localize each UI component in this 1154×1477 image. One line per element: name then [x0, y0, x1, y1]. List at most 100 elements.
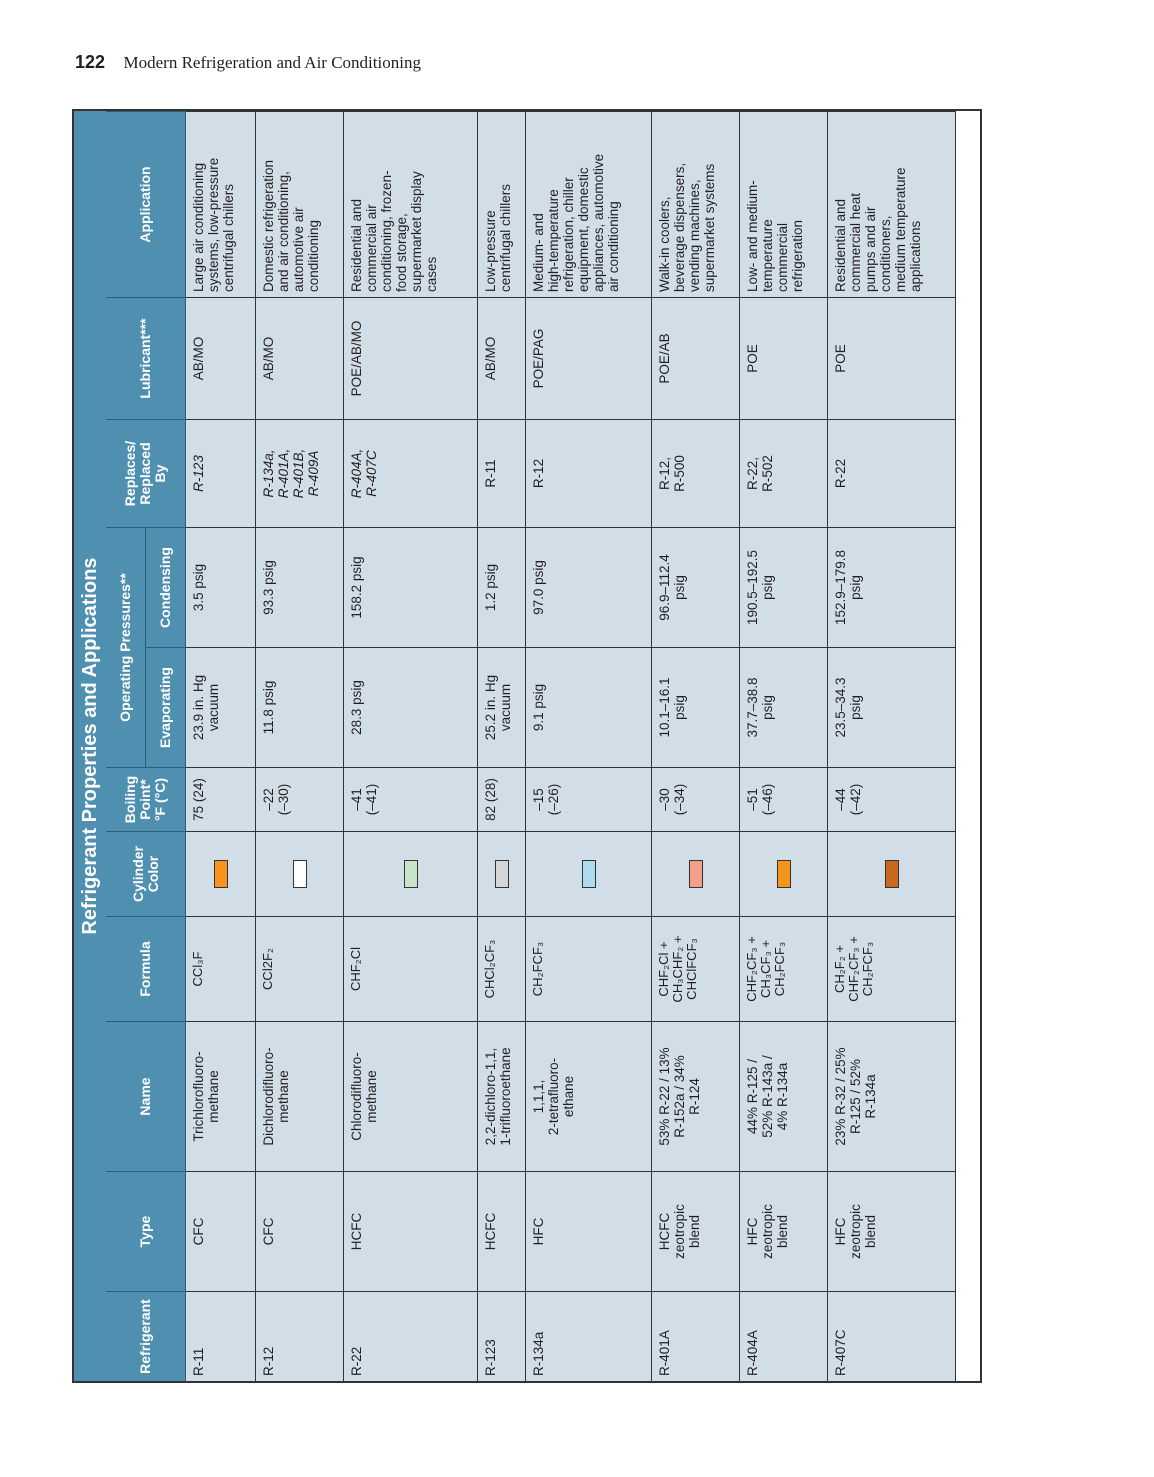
- cell-name: Trichlorofluoro- methane: [186, 1021, 255, 1171]
- cell-lubricant: AB/MO: [256, 297, 343, 419]
- cell-formula: CH₂FCF₃: [526, 916, 651, 1021]
- cell-type: HFC: [526, 1171, 651, 1291]
- cell-application: Low- and medium- temperature commercial …: [740, 111, 827, 297]
- cell-name: Chlorodifluoro- methane: [344, 1021, 477, 1171]
- cell-replaces: R-12: [526, 419, 651, 527]
- cell-type: CFC: [186, 1171, 255, 1291]
- cell-replaces: R-134a, R-401A, R-401B, R-409A: [256, 419, 343, 527]
- cell-application: Large air conditioning systems, low-pres…: [186, 111, 255, 297]
- col-header-lubricant: Lubricant***: [106, 297, 186, 419]
- cell-type: HCFC: [478, 1171, 525, 1291]
- cell-formula: CHCl₂CF₃: [478, 916, 525, 1021]
- cell-formula: CHF₂Cl: [344, 916, 477, 1021]
- col-header-evaporating: Evaporating: [146, 647, 186, 767]
- cell-condensing: 97.0 psig: [526, 527, 651, 647]
- cell-cylinder-color: [344, 831, 477, 916]
- cell-name: 53% R-22 / 13% R-152a / 34% R-124: [652, 1021, 739, 1171]
- cell-name: 44% R-125 / 52% R-143a / 4% R-134a: [740, 1021, 827, 1171]
- cell-replaces: R-123: [186, 419, 255, 527]
- cylinder-color-swatch: [581, 860, 596, 888]
- cell-evaporating: 9.1 psig: [526, 647, 651, 767]
- cell-lubricant: AB/MO: [478, 297, 525, 419]
- book-title: Modern Refrigeration and Air Conditionin…: [123, 53, 421, 72]
- col-header-condensing: Condensing: [146, 527, 186, 647]
- cell-name: 23% R-32 / 25% R-125 / 52% R-134a: [828, 1021, 955, 1171]
- cell-condensing: 93.3 psig: [256, 527, 343, 647]
- cell-application: Domestic refrigeration and air condition…: [256, 111, 343, 297]
- cell-cylinder-color: [652, 831, 739, 916]
- cell-refrigerant: R-407C: [828, 1291, 955, 1381]
- cell-application: Low-pressure centrifugal chillers: [478, 111, 525, 297]
- cell-condensing: 152.9–179.8 psig: [828, 527, 955, 647]
- cell-refrigerant: R-11: [186, 1291, 255, 1381]
- cell-replaces: R-404A, R-407C: [344, 419, 477, 527]
- col-header-boiling-point: Boiling Point* °F (°C): [106, 767, 186, 831]
- table-row: R-123 HCFC 2,2-dichloro-1,1, 1-trifluoroet…: [478, 111, 526, 1381]
- cell-refrigerant: R-123: [478, 1291, 525, 1381]
- table-row: R-404A HFC zeotropic blend 44% R-125 / 52%…: [740, 111, 828, 1381]
- cylinder-color-swatch: [213, 860, 228, 888]
- cell-cylinder-color: [186, 831, 255, 916]
- cell-boiling-point: 75 (24): [186, 767, 255, 831]
- cell-refrigerant: R-401A: [652, 1291, 739, 1381]
- cylinder-color-swatch: [292, 860, 307, 888]
- cell-application: Medium- and high-temperature refrigerati…: [526, 111, 651, 297]
- cell-evaporating: 23.5–34.3 psig: [828, 647, 955, 767]
- table-row: R-134a HFC 1,1,1, 2-tetrafluoro- ethane CH₂…: [526, 111, 652, 1381]
- cell-condensing: 190.5–192.5 psig: [740, 527, 827, 647]
- cell-lubricant: POE: [740, 297, 827, 419]
- cell-evaporating: 10.1–16.1 psig: [652, 647, 739, 767]
- cell-lubricant: POE/PAG: [526, 297, 651, 419]
- cell-boiling-point: –51 (–46): [740, 767, 827, 831]
- cell-replaces: R-22: [828, 419, 955, 527]
- cell-boiling-point: –41 (–41): [344, 767, 477, 831]
- cylinder-color-swatch: [776, 860, 791, 888]
- cylinder-color-swatch: [884, 860, 899, 888]
- cell-application: Residential and commercial heat pumps an…: [828, 111, 955, 297]
- cell-application: Walk-in coolers, beverage dispensers, ve…: [652, 111, 739, 297]
- cell-lubricant: POE/AB/MO: [344, 297, 477, 419]
- cell-lubricant: AB/MO: [186, 297, 255, 419]
- col-header-type: Type: [106, 1171, 186, 1291]
- table-row: R-407C HFC zeotropic blend 23% R-32 / 25% …: [828, 111, 956, 1381]
- cell-boiling-point: –22 (–30): [256, 767, 343, 831]
- table-row: R-11 CFC Trichlorofluoro- methane CCl₃F 75 (…: [186, 111, 256, 1381]
- table-row: R-22 HCFC Chlorodifluoro- methane CHF₂Cl –41…: [344, 111, 478, 1381]
- cell-lubricant: POE: [828, 297, 955, 419]
- cell-evaporating: 23.9 in. Hg vacuum: [186, 647, 255, 767]
- page-number: 122: [75, 52, 106, 72]
- cell-evaporating: 11.8 psig: [256, 647, 343, 767]
- cell-refrigerant: R-134a: [526, 1291, 651, 1381]
- cell-type: HFC zeotropic blend: [740, 1171, 827, 1291]
- cell-lubricant: POE/AB: [652, 297, 739, 419]
- col-header-name: Name: [106, 1021, 186, 1171]
- cell-cylinder-color: [828, 831, 955, 916]
- col-header-application: Application: [106, 111, 186, 297]
- cell-evaporating: 28.3 psig: [344, 647, 477, 767]
- col-header-refrigerant: Refrigerant: [106, 1291, 186, 1381]
- cell-type: HCFC zeotropic blend: [652, 1171, 739, 1291]
- cylinder-color-swatch: [494, 860, 509, 888]
- cylinder-color-swatch: [403, 860, 418, 888]
- cell-cylinder-color: [526, 831, 651, 916]
- col-header-replaces: Replaces/ Replaced By: [106, 419, 186, 527]
- table-row: R-12 CFC Dichlorodifluoro- methane CCl2F₂ –2…: [256, 111, 344, 1381]
- refrigerant-table: Refrigerant Properties and Applications …: [72, 109, 982, 1383]
- cell-application: Residential and commercial air condition…: [344, 111, 477, 297]
- cell-name: Dichlorodifluoro- methane: [256, 1021, 343, 1171]
- cell-replaces: R-12, R-500: [652, 419, 739, 527]
- cell-condensing: 1.2 psig: [478, 527, 525, 647]
- col-header-cylinder-color: Cylinder Color: [106, 831, 186, 916]
- cell-formula: CHF₂Cl + CH₃CHF₂ + CHClFCF₃: [652, 916, 739, 1021]
- cell-formula: CCl₃F: [186, 916, 255, 1021]
- cell-type: CFC: [256, 1171, 343, 1291]
- cell-condensing: 158.2 psig: [344, 527, 477, 647]
- table-grid: Refrigerant Type Name Formula Cylinder C…: [106, 111, 980, 1381]
- cell-condensing: 96.9–112.4 psig: [652, 527, 739, 647]
- cell-boiling-point: –15 (–26): [526, 767, 651, 831]
- cell-cylinder-color: [740, 831, 827, 916]
- cell-condensing: 3.5 psig: [186, 527, 255, 647]
- cell-evaporating: 25.2 in. Hg vacuum: [478, 647, 525, 767]
- page-header: 122 Modern Refrigeration and Air Conditi…: [75, 52, 421, 76]
- col-header-formula: Formula: [106, 916, 186, 1021]
